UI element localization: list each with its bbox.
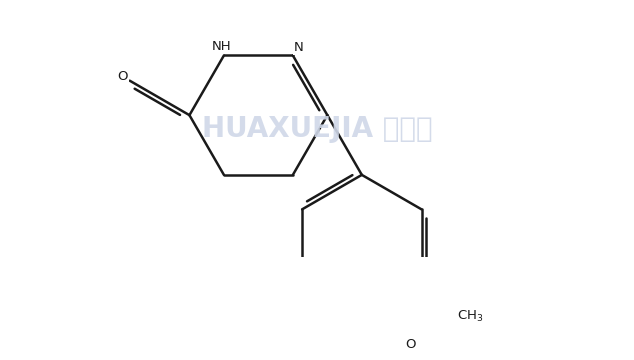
Text: HUAXUEJIA 化学加: HUAXUEJIA 化学加 <box>202 115 432 143</box>
Text: N: N <box>294 41 303 54</box>
Text: O: O <box>117 70 128 83</box>
Text: CH$_3$: CH$_3$ <box>457 309 484 324</box>
Text: NH: NH <box>212 40 231 53</box>
Text: O: O <box>406 338 416 351</box>
